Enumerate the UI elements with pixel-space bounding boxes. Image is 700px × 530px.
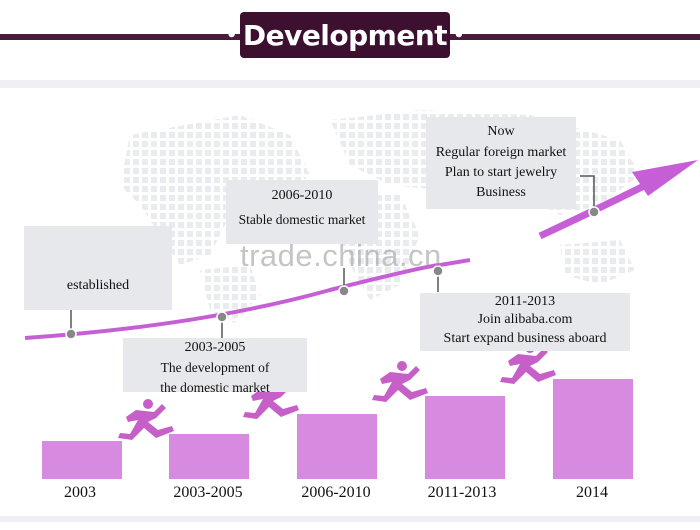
year-label: 2006-2010 <box>301 484 371 501</box>
milestone-box-established: established <box>24 226 172 310</box>
bar-2003 <box>42 441 122 479</box>
milestone-year: 2003-2005 <box>184 340 246 355</box>
bar-2014 <box>553 379 633 479</box>
timeline-marker <box>216 311 228 323</box>
milestone-box-2003-2005: 2003-2005 The development of the domesti… <box>123 338 307 395</box>
title-text: Development <box>242 18 448 52</box>
milestone-box-2011-2013: 2011-2013 Join alibaba.com Start expand … <box>420 293 630 351</box>
milestone-text: Business <box>476 185 526 200</box>
milestone-text: Start expand business aboard <box>443 331 607 346</box>
milestone-text: Plan to start jewelry <box>444 165 558 180</box>
bar-2011-2013 <box>425 396 505 479</box>
header-band <box>0 80 700 88</box>
timeline-marker <box>338 285 350 297</box>
milestone-year: 2011-2013 <box>494 294 556 309</box>
page-title: • Development • <box>226 12 465 58</box>
footer-band <box>0 516 700 522</box>
milestone-box-2006-2010: 2006-2010 Stable domestic market <box>226 180 378 244</box>
timeline-marker <box>65 328 77 340</box>
year-label: 2011-2013 <box>427 484 497 501</box>
timeline-marker <box>588 206 600 218</box>
runner-icon <box>118 399 174 440</box>
arrow-icon <box>632 160 698 196</box>
milestone-text: Regular foreign market <box>435 145 567 160</box>
milestone-text: established <box>66 278 130 293</box>
timeline-marker <box>432 265 444 277</box>
milestone-year: Now <box>487 124 515 139</box>
milestone-text: Join alibaba.com <box>477 312 573 327</box>
year-label: 2003-2005 <box>173 484 243 501</box>
bar-2006-2010 <box>297 414 377 479</box>
milestone-box-now: Now Regular foreign market Plan to start… <box>426 117 576 209</box>
milestone-text: Stable domestic market <box>238 212 366 227</box>
milestone-text: The development of <box>160 360 270 375</box>
growth-curve <box>24 258 471 340</box>
watermark: trade.china.cn <box>240 238 442 273</box>
title-bullet-right: • <box>453 24 465 46</box>
bar-2003-2005 <box>169 434 249 479</box>
year-label: 2003 <box>64 484 96 501</box>
year-label: 2014 <box>576 484 608 501</box>
milestone-year: 2006-2010 <box>271 188 333 203</box>
runner-icon <box>372 361 428 402</box>
milestone-text: the domestic market <box>160 380 270 395</box>
title-bullet-left: • <box>225 24 238 46</box>
